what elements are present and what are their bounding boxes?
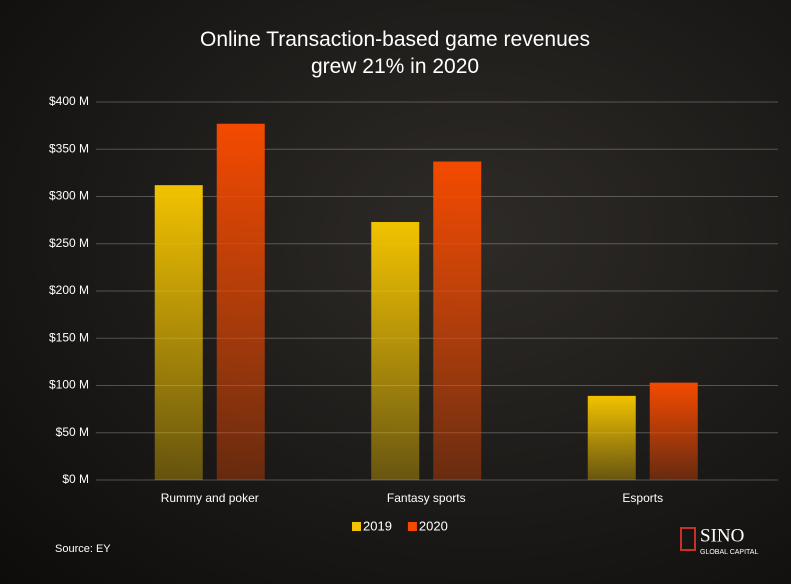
chart-title: Online Transaction-based game revenues g… <box>200 28 590 78</box>
legend-label: 2020 <box>419 518 448 533</box>
legend-swatch <box>407 522 417 531</box>
x-tick-label: Fantasy sports <box>387 491 466 505</box>
bar <box>216 123 265 481</box>
bar <box>587 395 636 480</box>
logo-tagline: GLOBAL CAPITAL <box>700 549 758 556</box>
y-tick-label: $50 M <box>56 425 89 439</box>
y-tick-label: $350 M <box>49 141 89 155</box>
legend-swatch <box>352 522 361 531</box>
y-tick-label: $150 M <box>49 330 89 344</box>
y-tick-label: $400 M <box>49 94 89 108</box>
bar <box>649 382 698 480</box>
logo-name: SINO <box>700 525 744 546</box>
y-tick-label: $300 M <box>49 189 89 203</box>
y-tick-label: $250 M <box>49 236 89 250</box>
bar <box>371 222 420 480</box>
x-tick-label: Esports <box>622 491 663 505</box>
x-tick-label: Rummy and poker <box>161 491 259 505</box>
bar <box>433 161 482 480</box>
source: Source: EY <box>55 543 111 555</box>
y-tick-label: $200 M <box>49 283 89 297</box>
y-tick-label: $100 M <box>49 378 89 392</box>
y-tick-label: $0 M <box>62 472 89 486</box>
bar <box>154 185 203 480</box>
legend-label: 2019 <box>363 518 392 533</box>
logo-mark <box>680 527 696 551</box>
